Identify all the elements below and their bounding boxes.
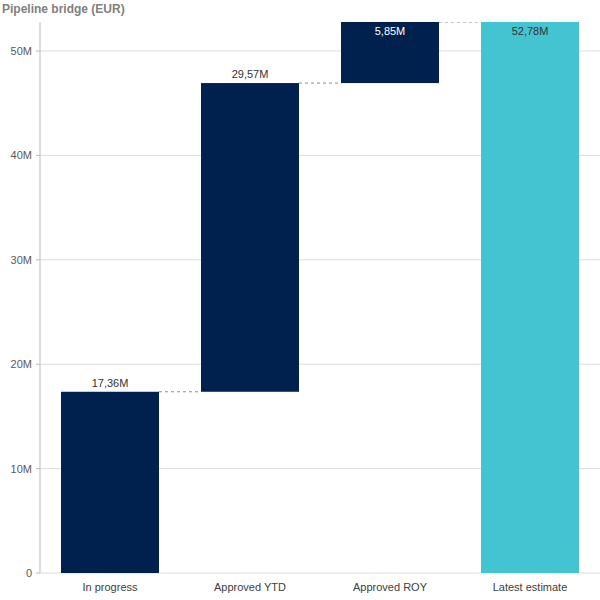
tick-mark [36, 155, 40, 156]
tick-mark [36, 51, 40, 52]
chart-container: Pipeline bridge (EUR) 0 10M 20M 30M 40M 50M 17,… [0, 0, 600, 600]
y-tick-label: 50M [11, 45, 32, 57]
y-tick-label: 0 [26, 567, 32, 579]
data-label: 29,57M [232, 68, 269, 80]
x-tick-label: Approved ROY [353, 581, 428, 593]
y-tick-label: 10M [11, 463, 32, 475]
y-tick-label: 40M [11, 149, 32, 161]
bar [341, 22, 439, 83]
tick-mark [36, 573, 40, 574]
connector [299, 83, 341, 84]
bar [481, 22, 579, 573]
tick-mark [36, 259, 40, 260]
x-tick-label: In progress [82, 581, 138, 593]
labels: 17,36M 29,57M 5,85M 52,78M [92, 25, 549, 389]
chart-svg: Pipeline bridge (EUR) 0 10M 20M 30M 40M 50M 17,… [0, 0, 600, 600]
y-axis-line [40, 22, 41, 573]
bar [61, 392, 159, 573]
data-label: 52,78M [512, 25, 549, 37]
tick-mark [36, 364, 40, 365]
bar [201, 83, 299, 392]
x-tick-label: Approved YTD [214, 581, 286, 593]
y-tick-label: 30M [11, 254, 32, 266]
tick-mark [36, 468, 40, 469]
x-tick-label: Latest estimate [493, 581, 568, 593]
connector [159, 391, 201, 392]
data-label: 17,36M [92, 377, 129, 389]
data-label: 5,85M [375, 25, 406, 37]
bars [61, 22, 579, 573]
connector [439, 22, 481, 23]
chart-title: Pipeline bridge (EUR) [2, 2, 125, 16]
y-tick-label: 20M [11, 358, 32, 370]
